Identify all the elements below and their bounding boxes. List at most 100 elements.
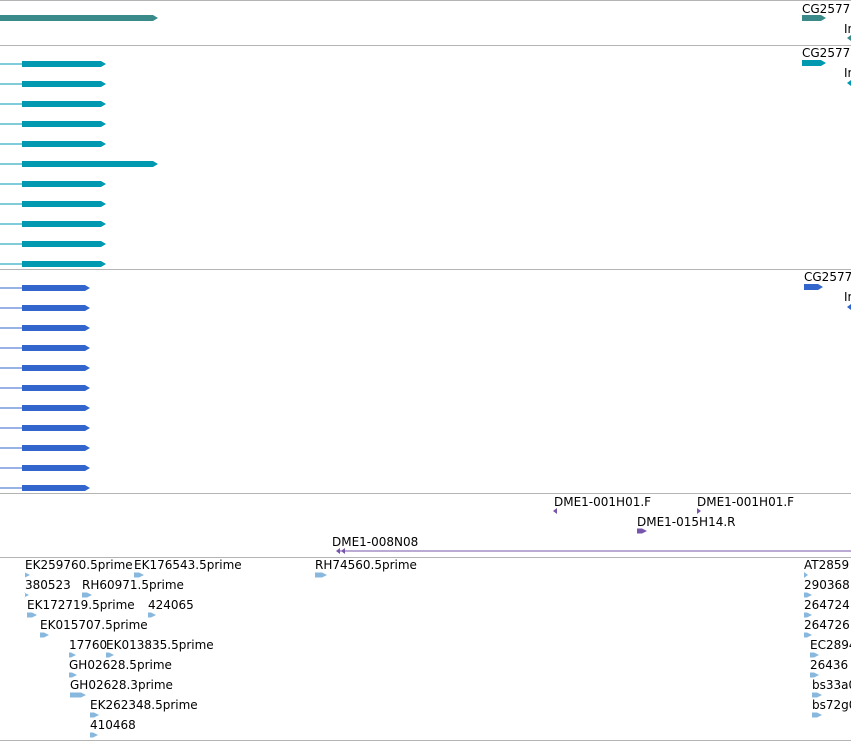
est-label[interactable]: 26436 [810,658,849,672]
est-label[interactable]: 290368 [804,578,850,592]
transcript-feature[interactable] [22,425,90,431]
track-divider [0,557,851,558]
est-feature[interactable] [90,732,98,738]
transcript-feature[interactable] [22,221,106,227]
transcript-feature[interactable] [804,284,823,290]
est-label[interactable]: 424065 [148,598,194,612]
est-label[interactable]: EK172719.5prime [27,598,135,612]
est-label[interactable]: bs33a0 [812,678,851,692]
clone-feature[interactable] [637,528,647,534]
transcript-feature[interactable] [22,81,106,87]
est-label[interactable]: 380523 [25,578,71,592]
est-feature[interactable] [25,572,30,578]
transcript-feature[interactable] [847,304,851,310]
est-feature[interactable] [315,572,327,578]
est-label[interactable]: 410468 [90,718,136,732]
clone-label[interactable]: DME1-008N08 [332,535,419,549]
est-feature[interactable] [106,652,114,658]
transcript-feature[interactable] [22,385,90,391]
transcript-feature[interactable] [22,445,90,451]
est-label[interactable]: RH60971.5prime [82,578,184,592]
est-feature[interactable] [70,692,86,698]
est-label[interactable]: RH74560.5prime [315,558,417,572]
gene-track-2: CG2577 In [0,46,851,269]
clone-label[interactable]: DME1-001H01.F [554,495,652,509]
transcript-feature[interactable] [847,35,851,41]
est-feature[interactable] [812,712,822,718]
transcript-feature[interactable] [22,285,90,291]
clone-feature[interactable] [553,508,557,514]
est-feature[interactable] [134,572,144,578]
transcript-feature[interactable] [22,345,90,351]
gene-sub-label[interactable]: In [844,22,851,36]
est-label[interactable]: 17760 [69,638,108,652]
est-feature[interactable] [804,632,812,638]
est-label[interactable]: GH02628.3prime [70,678,173,692]
transcript-feature[interactable] [22,61,106,67]
transcript-feature[interactable] [802,60,826,66]
est-track: EK259760.5prime EK176543.5prime RH74560.… [0,558,851,740]
est-feature[interactable] [810,652,819,658]
est-label[interactable]: bs72g0 [812,698,851,712]
est-feature[interactable] [804,592,812,598]
transcript-feature[interactable] [22,121,106,127]
track-divider [0,493,851,494]
est-feature[interactable] [804,612,812,618]
transcript-feature[interactable] [22,485,90,491]
track-divider [0,0,851,1]
transcript-feature[interactable] [22,305,90,311]
est-feature[interactable] [82,592,92,598]
gene-label[interactable]: CG2577 [802,2,851,16]
gene-track-3: CG2577 In [0,270,851,493]
est-feature[interactable] [69,672,77,678]
est-label[interactable]: GH02628.5prime [69,658,172,672]
est-label[interactable]: EK259760.5prime [25,558,133,572]
transcript-feature[interactable] [22,201,106,207]
transcript-feature[interactable] [22,365,90,371]
est-feature[interactable] [90,712,99,718]
transcript-feature[interactable] [802,15,826,21]
transcript-feature[interactable] [22,241,106,247]
est-label[interactable]: 264724 [804,598,850,612]
transcript-feature[interactable] [22,141,106,147]
gene-sub-label[interactable]: In [844,66,851,80]
transcript-feature[interactable] [22,405,90,411]
est-label[interactable]: EK262348.5prime [90,698,198,712]
track-divider [0,269,851,270]
est-label[interactable]: EK013835.5prime [106,638,214,652]
est-label[interactable]: 264726 [804,618,850,632]
est-feature[interactable] [27,612,37,618]
track-divider [0,45,851,46]
transcript-feature[interactable] [22,181,106,187]
est-feature[interactable] [148,612,156,618]
transcript-feature[interactable] [0,15,158,21]
est-label[interactable]: EK176543.5prime [134,558,242,572]
est-feature[interactable] [40,632,49,638]
clone-label[interactable]: DME1-001H01.F [697,495,795,509]
clone-feature[interactable] [341,548,345,554]
clone-feature[interactable] [697,508,701,514]
transcript-feature[interactable] [22,261,106,267]
est-feature[interactable] [69,652,76,658]
gene-track-1: CG2577 In [0,1,851,45]
est-feature[interactable] [810,672,819,678]
gene-sub-label[interactable]: In [844,290,851,304]
gene-label[interactable]: CG2577 [804,270,851,284]
est-feature[interactable] [812,692,822,698]
est-label[interactable]: AT2859 [804,558,850,572]
clone-track: DME1-001H01.F DME1-001H01.F DME1-015H14.… [0,494,851,557]
transcript-feature[interactable] [22,325,90,331]
gene-label[interactable]: CG2577 [802,46,851,60]
transcript-feature[interactable] [847,80,851,86]
transcript-feature[interactable] [22,465,90,471]
est-label[interactable]: EC2894 [810,638,851,652]
transcript-feature[interactable] [22,161,158,167]
clone-label[interactable]: DME1-015H14.R [637,515,736,529]
est-feature[interactable] [24,592,29,598]
est-label[interactable]: EK015707.5prime [40,618,148,632]
est-feature[interactable] [804,572,808,578]
clone-feature[interactable] [336,548,340,554]
transcript-feature[interactable] [22,101,106,107]
